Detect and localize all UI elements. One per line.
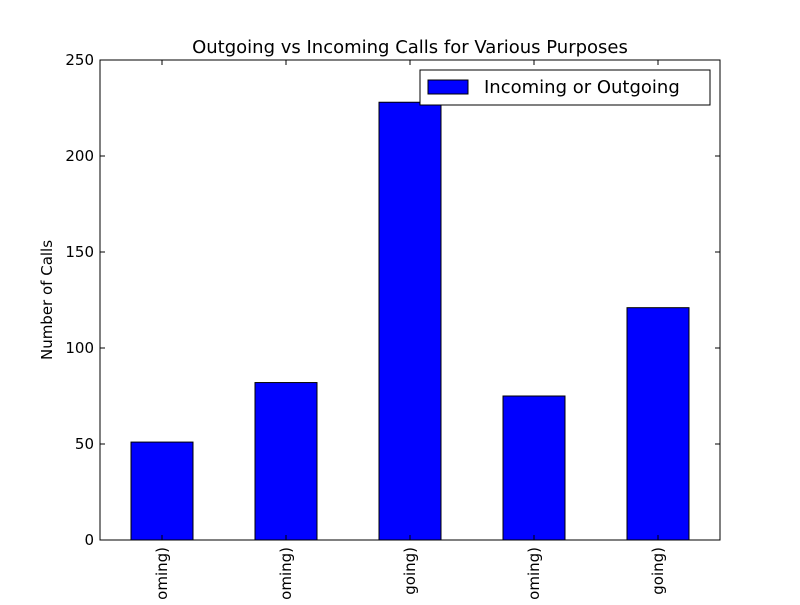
y-axis-label: Number of Calls (38, 240, 56, 360)
plot-area-frame (99, 59, 721, 541)
y-tick-label: 0 (84, 531, 94, 549)
x-tick-label: going) (401, 547, 419, 595)
y-tick-label: 100 (65, 339, 94, 357)
x-axis-ticks: oming) oming) going) oming) going) (153, 60, 667, 600)
bar-4 (502, 395, 566, 541)
chart-title: Outgoing vs Incoming Calls for Various P… (192, 37, 628, 58)
x-tick-label: going) (649, 547, 667, 595)
legend-swatch (427, 79, 469, 95)
legend: Incoming or Outgoing (419, 69, 711, 106)
x-tick-label: oming) (153, 547, 171, 600)
y-tick-label: 150 (65, 243, 94, 261)
bar-1 (130, 441, 194, 541)
y-tick-label: 200 (65, 147, 94, 165)
x-tick-label: oming) (277, 547, 295, 600)
bar-2 (254, 382, 318, 541)
x-tick-label: oming) (525, 547, 543, 600)
bar-3 (378, 101, 442, 541)
y-tick-label: 50 (75, 435, 94, 453)
legend-label: Incoming or Outgoing (484, 77, 680, 98)
bars-group (130, 101, 690, 541)
y-axis-ticks: 0 50 100 150 200 250 (65, 51, 720, 549)
y-tick-label: 250 (65, 51, 94, 69)
bar-5 (626, 307, 690, 541)
